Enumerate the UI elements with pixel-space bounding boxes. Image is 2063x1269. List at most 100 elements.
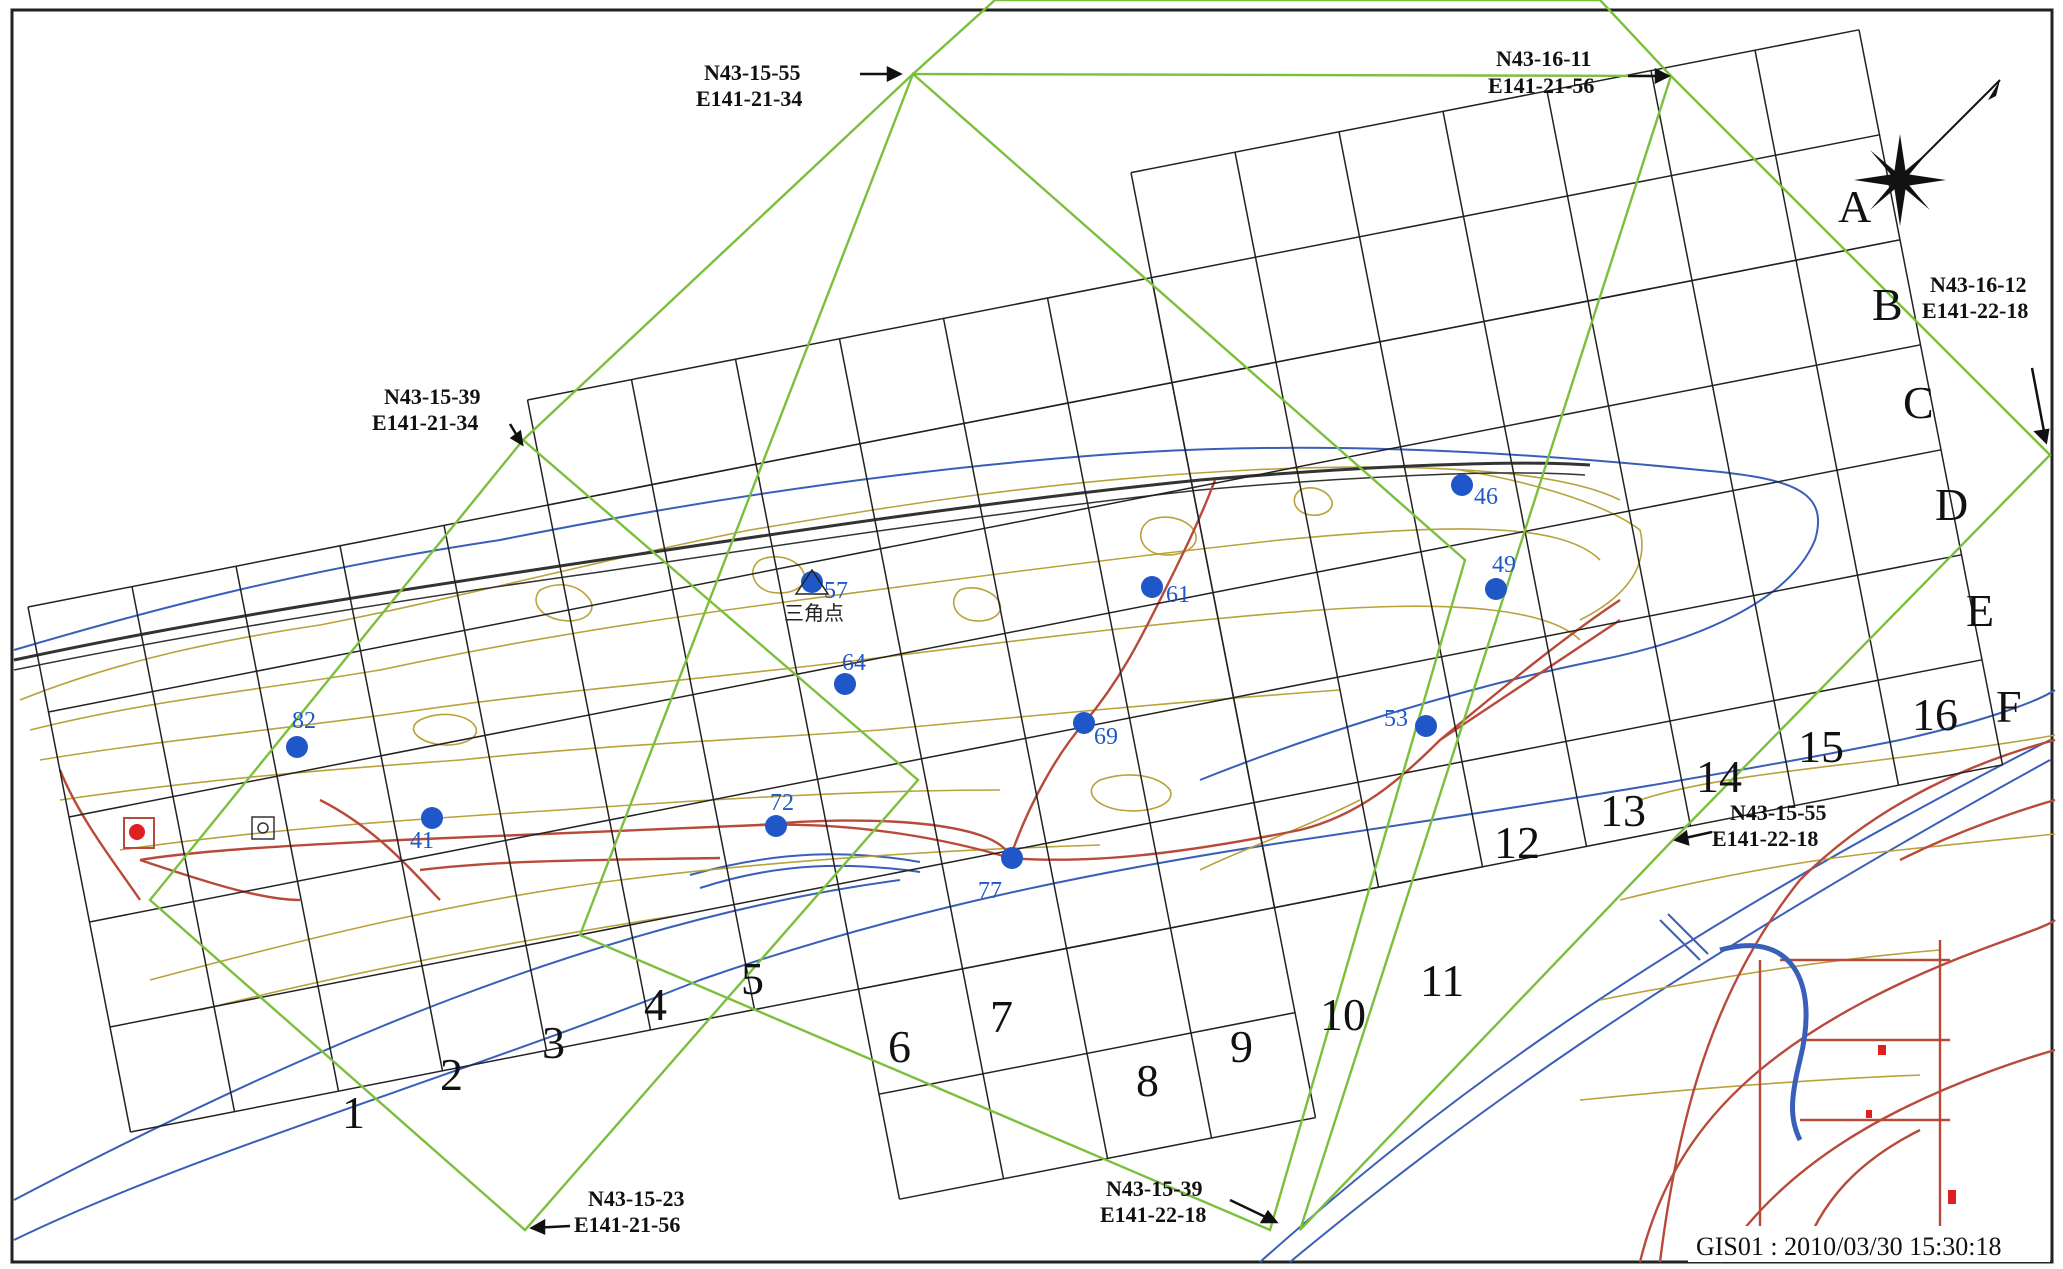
row-label: E bbox=[1966, 585, 1994, 636]
coord-east: E141-21-34 bbox=[696, 86, 802, 111]
timestamp-box: GIS01 : 2010/03/30 15:30:18 bbox=[1688, 1226, 2050, 1262]
survey-point[interactable] bbox=[1451, 474, 1473, 496]
grid-line bbox=[1253, 659, 1983, 804]
grid-line bbox=[109, 801, 1255, 1028]
survey-point[interactable] bbox=[421, 807, 443, 829]
grid-line bbox=[878, 1011, 1296, 1095]
grid-line bbox=[963, 423, 1068, 949]
timestamp: GIS01 : 2010/03/30 15:30:18 bbox=[1696, 1232, 2002, 1261]
survey-point[interactable] bbox=[1073, 712, 1095, 734]
survey-point[interactable] bbox=[1415, 715, 1437, 737]
grid-line bbox=[1691, 280, 1796, 806]
coord-label: N43-16-11 E141-21-56 bbox=[1488, 46, 1671, 98]
grid-line bbox=[1046, 297, 1069, 404]
coord-north: N43-15-39 bbox=[1106, 1176, 1203, 1201]
map-border bbox=[10, 8, 2054, 1264]
grid-line bbox=[1130, 29, 1860, 174]
grid-line bbox=[68, 591, 1214, 818]
column-label: 1 bbox=[342, 1087, 365, 1138]
point-label: 53 bbox=[1384, 706, 1408, 732]
coord-east: E141-21-56 bbox=[1488, 73, 1594, 98]
point-label: 41 bbox=[410, 828, 434, 854]
grid-line bbox=[1171, 239, 1901, 384]
coord-label: N43-15-55 E141-22-18 bbox=[1673, 800, 1827, 851]
grid-line bbox=[1795, 260, 1900, 786]
coord-label: N43-16-12 E141-22-18 bbox=[1922, 272, 2050, 445]
column-label: 5 bbox=[741, 953, 764, 1004]
grid-line bbox=[1192, 344, 1921, 489]
road-lines bbox=[58, 479, 2056, 1263]
row-labels: A B C D E F bbox=[1838, 181, 2022, 732]
grid-line bbox=[859, 443, 964, 969]
survey-point[interactable] bbox=[1001, 847, 1023, 869]
grid-line bbox=[1067, 402, 1172, 929]
point-label: 61 bbox=[1166, 582, 1190, 608]
triangulation-point: 三角点 bbox=[784, 568, 844, 625]
coord-label: N43-15-55 E141-21-34 bbox=[696, 60, 903, 111]
grid-line bbox=[48, 486, 1193, 713]
survey-point[interactable] bbox=[1141, 576, 1163, 598]
arrow-icon bbox=[1628, 67, 1671, 85]
coord-north: N43-16-12 bbox=[1930, 272, 2027, 297]
breakwater bbox=[1719, 943, 1809, 1142]
row-label: D bbox=[1935, 479, 1968, 530]
grid-line bbox=[1379, 341, 1484, 867]
coordinate-labels: N43-15-55 E141-21-34 N43-16-11 E141-21-5… bbox=[372, 46, 2050, 1237]
grid-line bbox=[1275, 362, 1380, 888]
grid-line bbox=[89, 696, 1234, 923]
survey-point[interactable] bbox=[801, 571, 823, 593]
arrow-icon bbox=[508, 423, 524, 447]
buildings bbox=[1866, 1045, 1956, 1204]
column-label: 4 bbox=[644, 979, 667, 1030]
river-lines bbox=[13, 446, 2056, 1263]
column-label: 16 bbox=[1912, 689, 1958, 740]
column-label: 7 bbox=[990, 991, 1013, 1042]
grid-line bbox=[235, 566, 340, 1092]
point-label: 72 bbox=[770, 790, 794, 816]
row-label: A bbox=[1838, 181, 1871, 232]
point-label: 49 bbox=[1492, 552, 1516, 578]
grid-line bbox=[838, 338, 861, 444]
coord-north: N43-15-55 bbox=[1730, 800, 1827, 825]
grid-line bbox=[339, 545, 444, 1071]
triangle-icon bbox=[794, 568, 830, 595]
column-labels: 1 2 3 4 5 6 7 8 9 10 11 12 13 14 15 16 bbox=[342, 689, 1958, 1138]
arrow-icon bbox=[1229, 1198, 1279, 1224]
column-label: 15 bbox=[1798, 721, 1844, 772]
grid-line bbox=[1274, 866, 1483, 909]
arrow-icon bbox=[2030, 367, 2050, 445]
column-label: 12 bbox=[1494, 817, 1540, 868]
column-label: 11 bbox=[1420, 955, 1464, 1006]
grid-line bbox=[1171, 382, 1276, 908]
triangulation-label: 三角点 bbox=[784, 602, 844, 625]
coord-east: E141-21-34 bbox=[372, 410, 478, 435]
grid-line bbox=[755, 464, 860, 990]
coord-north: N43-16-11 bbox=[1496, 46, 1591, 71]
column-label: 9 bbox=[1230, 1021, 1253, 1072]
column-label: 14 bbox=[1696, 751, 1742, 802]
pier bbox=[1659, 913, 1709, 961]
column-label: 13 bbox=[1600, 785, 1646, 836]
survey-point[interactable] bbox=[834, 673, 856, 695]
grid-line bbox=[1233, 554, 1962, 699]
coord-north: N43-15-55 bbox=[704, 60, 801, 85]
grid-line bbox=[1212, 449, 1942, 594]
grid-line bbox=[527, 276, 1152, 401]
column-label: 6 bbox=[888, 1021, 911, 1072]
point-label: 69 bbox=[1094, 724, 1118, 750]
railway-line bbox=[13, 461, 1591, 671]
coord-label: N43-15-39 E141-21-34 bbox=[372, 384, 524, 447]
survey-point[interactable] bbox=[1485, 578, 1507, 600]
survey-point[interactable] bbox=[286, 736, 308, 758]
column-label: 10 bbox=[1320, 989, 1366, 1040]
survey-point[interactable] bbox=[765, 815, 787, 837]
grid-line bbox=[630, 379, 653, 485]
point-label: 46 bbox=[1474, 484, 1498, 510]
column-label: 3 bbox=[542, 1017, 565, 1068]
point-label: 82 bbox=[292, 708, 316, 734]
grid-line bbox=[734, 359, 757, 465]
column-label: 8 bbox=[1136, 1055, 1159, 1106]
grid-line bbox=[858, 906, 1275, 990]
north-arrow-icon bbox=[1854, 79, 2001, 226]
